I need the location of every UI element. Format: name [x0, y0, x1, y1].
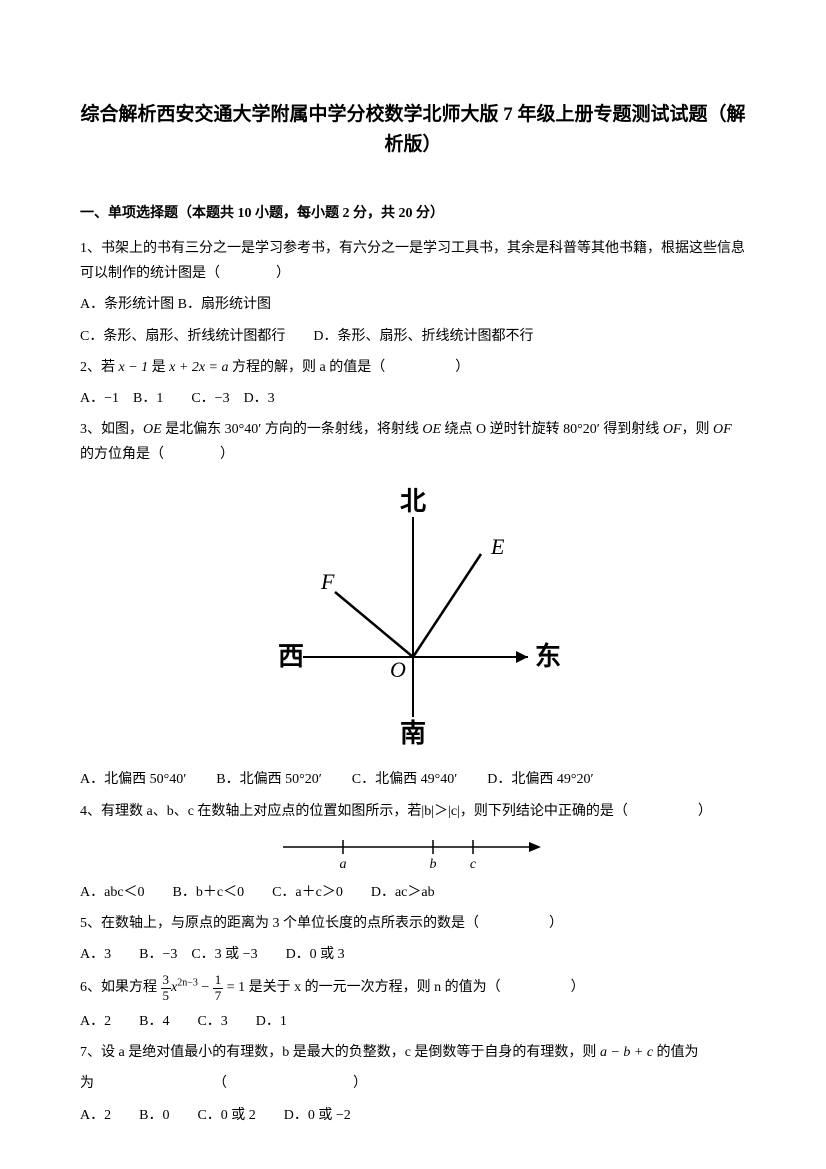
q7-suffix: 的值为: [653, 1045, 699, 1060]
q2-suffix: 方程的解，则 a 的值是（ ）: [229, 360, 470, 375]
question-3: 3、如图，OE 是北偏东 30°40′ 方向的一条射线，将射线 OE 绕点 O …: [80, 417, 746, 467]
compass-label-f: F: [320, 569, 335, 594]
q3-optB: B．北偏西 50°20′: [216, 772, 322, 787]
compass-north: 北: [400, 487, 426, 516]
question-7: 7、设 a 是绝对值最小的有理数，b 是最大的负整数，c 是倒数等于自身的有理数…: [80, 1040, 746, 1065]
q3-mid4: 得到射线: [600, 422, 663, 437]
q7-paren-line: 为 （ ）: [80, 1071, 746, 1096]
question-4: 4、有理数 a、b、c 在数轴上对应点的位置如图所示，若|b|＞|c|，则下列结…: [80, 799, 746, 824]
q2-expr1: x − 1: [119, 360, 149, 375]
q3-mid2: 方向的一条射线，将射线: [261, 422, 422, 437]
q2-options: A．−1 B．1 C．−3 D．3: [80, 386, 746, 411]
q3-of2: OF: [713, 422, 732, 437]
q3-mid3: 绕点 O 逆时针旋转: [441, 422, 563, 437]
q2-mid: 是: [148, 360, 169, 375]
q3-optC: C．北偏西 49°40′: [352, 772, 458, 787]
page-title: 综合解析西安交通大学附属中学分校数学北师大版 7 年级上册专题测试试题（解析版）: [80, 100, 746, 161]
numline-a: a: [340, 857, 347, 872]
question-6: 6、如果方程 35x2n−3 − 17 = 1 是关于 x 的一元一次方程，则 …: [80, 973, 746, 1003]
q2-prefix: 2、若: [80, 360, 119, 375]
numberline-diagram: a b c: [80, 832, 746, 872]
q6-options: A．2 B．4 C．3 D．1: [80, 1009, 746, 1034]
q3-oe: OE: [143, 422, 162, 437]
q6-eq: = 1: [223, 980, 245, 995]
q6-suffix: 是关于 x 的一元一次方程，则 n 的值为（ ）: [245, 980, 585, 995]
compass-label-e: E: [490, 534, 505, 559]
q5-options: A．3 B．−3 C．3 或 −3 D．0 或 3: [80, 942, 746, 967]
numline-b: b: [430, 857, 437, 872]
numline-c: c: [470, 857, 477, 872]
q7-prefix: 7、设 a 是绝对值最小的有理数，b 是最大的负整数，c 是倒数等于自身的有理数…: [80, 1045, 600, 1060]
q7-options: A．2 B．0 C．0 或 2 D．0 或 −2: [80, 1103, 746, 1128]
q6-prefix: 6、如果方程: [80, 980, 161, 995]
compass-east: 东: [535, 641, 561, 671]
q2-expr2: x + 2x = a: [169, 360, 228, 375]
q1-options-row2: C．条形、扇形、折线统计图都行 D．条形、扇形、折线统计图都不行: [80, 324, 746, 349]
q3-of: OF: [663, 422, 682, 437]
q3-angle2: 80°20′: [563, 422, 600, 437]
q3-optA: A．北偏西 50°40′: [80, 772, 186, 787]
q6-frac2-num: 1: [213, 973, 224, 988]
compass-west: 西: [278, 642, 304, 671]
q6-minus: −: [198, 980, 213, 995]
q1-options-row1: A．条形统计图 B．扇形统计图: [80, 292, 746, 317]
compass-diagram: 北 南 东 西 O E F: [80, 482, 746, 752]
q7-paren: （ ）: [220, 1076, 367, 1091]
q3-prefix: 3、如图，: [80, 422, 143, 437]
q3-options: A．北偏西 50°40′ B．北偏西 50°20′ C．北偏西 49°40′ D．北偏…: [80, 767, 746, 792]
q6-frac2: 17: [213, 973, 224, 1003]
q3-angle1: 30°40′: [225, 422, 262, 437]
q6-frac1-den: 5: [161, 989, 172, 1003]
q6-frac1-num: 3: [161, 973, 172, 988]
q4-options: A．abc＜0 B．b＋c＜0 C．a＋c＞0 D．ac＞ab: [80, 880, 746, 905]
q6-exp: 2n−3: [177, 978, 198, 989]
q3-oe2: OE: [422, 422, 441, 437]
q6-frac1: 35: [161, 973, 172, 1003]
question-2: 2、若 x − 1 是 x + 2x = a 方程的解，则 a 的值是（ ）: [80, 355, 746, 380]
question-1: 1、书架上的书有三分之一是学习参考书，有六分之一是学习工具书，其余是科普等其他书…: [80, 236, 746, 286]
q3-suffix: 的方位角是（ ）: [80, 447, 234, 462]
q7-expr: a − b + c: [600, 1045, 653, 1060]
q3-mid1: 是北偏东: [162, 422, 225, 437]
compass-origin: O: [390, 657, 406, 682]
q6-frac2-den: 7: [213, 989, 224, 1003]
q3-optD: D．北偏西 49°20′: [487, 772, 593, 787]
question-5: 5、在数轴上，与原点的距离为 3 个单位长度的点所表示的数是（ ）: [80, 911, 746, 936]
section-header: 一、单项选择题（本题共 10 小题，每小题 2 分，共 20 分）: [80, 201, 746, 226]
q3-mid5: ，则: [681, 422, 713, 437]
compass-south: 南: [400, 719, 426, 748]
